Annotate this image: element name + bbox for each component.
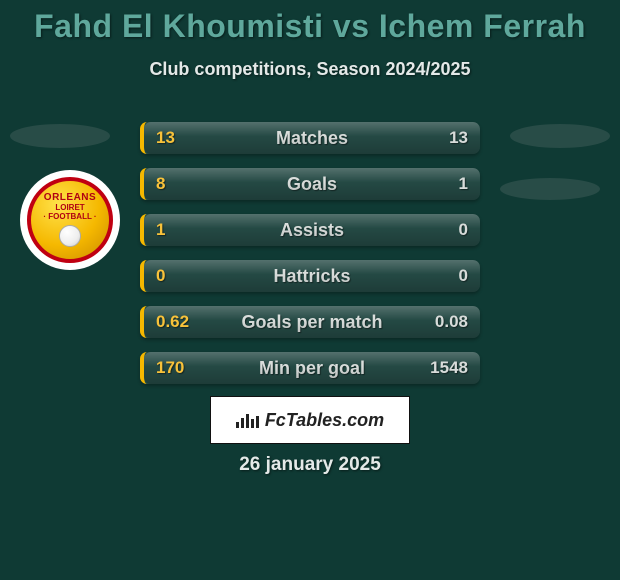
- stat-value-left: 170: [156, 358, 184, 378]
- stat-value-right: 0: [459, 266, 468, 286]
- bars-icon: [236, 412, 259, 428]
- player-right-shadow-1: [510, 124, 610, 148]
- stat-label: Assists: [144, 220, 480, 241]
- stat-value-left: 8: [156, 174, 165, 194]
- fctables-watermark: FcTables.com: [210, 396, 410, 444]
- stat-value-left: 13: [156, 128, 175, 148]
- crest-ball-icon: [59, 225, 81, 247]
- page-subtitle: Club competitions, Season 2024/2025: [0, 59, 620, 80]
- stat-row: 1Assists0: [140, 214, 480, 246]
- stat-value-left: 0: [156, 266, 165, 286]
- stat-value-right: 1548: [430, 358, 468, 378]
- stat-row: 170Min per goal1548: [140, 352, 480, 384]
- stat-value-right: 13: [449, 128, 468, 148]
- stat-value-right: 0: [459, 220, 468, 240]
- stat-value-right: 0.08: [435, 312, 468, 332]
- page-title: Fahd El Khoumisti vs Ichem Ferrah: [0, 0, 620, 45]
- stat-row: 0Hattricks0: [140, 260, 480, 292]
- orleans-crest: ORLEANS LOIRET · FOOTBALL ·: [27, 177, 113, 263]
- date-label: 26 january 2025: [0, 454, 620, 476]
- crest-text-top: ORLEANS: [44, 193, 96, 203]
- player-right-shadow-2: [500, 178, 600, 200]
- crest-text-bot: · FOOTBALL ·: [43, 213, 96, 221]
- stat-value-right: 1: [459, 174, 468, 194]
- stats-table: 13Matches138Goals11Assists00Hattricks00.…: [140, 122, 480, 398]
- player-left-shadow: [10, 124, 110, 148]
- stat-label: Goals: [144, 174, 480, 195]
- fctables-label: FcTables.com: [265, 410, 384, 431]
- stat-row: 0.62Goals per match0.08: [140, 306, 480, 338]
- stat-label: Goals per match: [144, 312, 480, 333]
- stat-label: Hattricks: [144, 266, 480, 287]
- stat-row: 8Goals1: [140, 168, 480, 200]
- stat-row: 13Matches13: [140, 122, 480, 154]
- stat-value-left: 0.62: [156, 312, 189, 332]
- stat-value-left: 1: [156, 220, 165, 240]
- crest-text-mid: LOIRET: [55, 204, 84, 212]
- comparison-infographic: Fahd El Khoumisti vs Ichem Ferrah Club c…: [0, 0, 620, 580]
- stat-label: Matches: [144, 128, 480, 149]
- club-badge-left: ORLEANS LOIRET · FOOTBALL ·: [20, 170, 120, 270]
